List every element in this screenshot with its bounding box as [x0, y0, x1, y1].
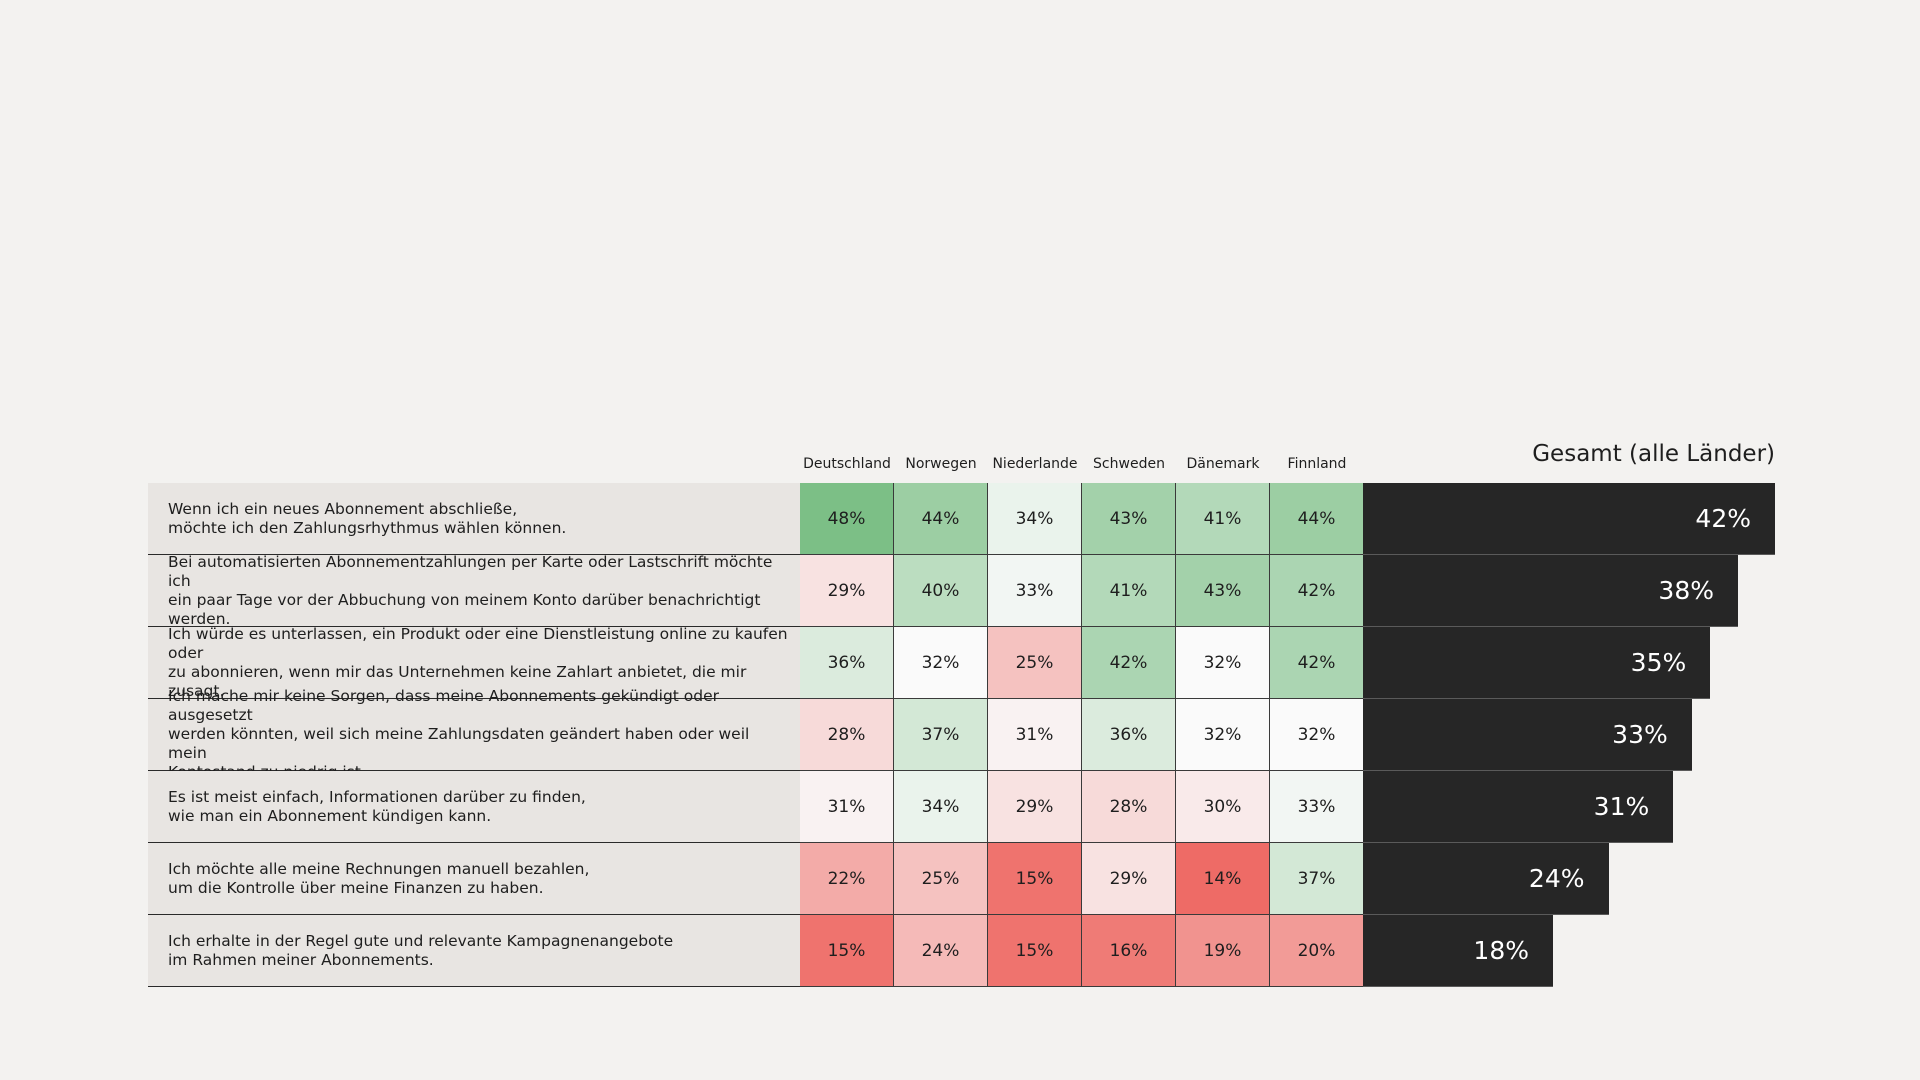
heatmap-cell: 19% [1176, 915, 1270, 987]
heatmap-cell: 44% [1270, 483, 1364, 555]
heatmap-cell: 33% [988, 555, 1082, 627]
total-bar: 42% [1363, 483, 1775, 555]
country-header: Norwegen [905, 456, 977, 472]
statement-text: Es ist meist einfach, Informationen darü… [168, 787, 586, 825]
total-value-label: 42% [1695, 504, 1751, 533]
heatmap-cell: 30% [1176, 771, 1270, 843]
heatmap-cell: 42% [1270, 627, 1364, 699]
heatmap-cell: 29% [1082, 843, 1176, 915]
heatmap-cell: 15% [800, 915, 894, 987]
total-bar: 18% [1363, 915, 1553, 987]
heatmap-cell: 22% [800, 843, 894, 915]
heatmap-cell: 37% [894, 699, 988, 771]
country-header: Schweden [1093, 456, 1165, 472]
statement-label: Bei automatisierten Abonnementzahlungen … [148, 552, 800, 628]
heatmap-cell: 20% [1270, 915, 1364, 987]
total-bar: 38% [1363, 555, 1738, 627]
statement-label: Ich möchte alle meine Rechnungen manuell… [148, 843, 800, 915]
heatmap-cell: 33% [1270, 771, 1364, 843]
heatmap-cell: 32% [1270, 699, 1364, 771]
heatmap-cell: 25% [894, 843, 988, 915]
heatmap-cell: 15% [988, 843, 1082, 915]
heatmap-cell: 24% [894, 915, 988, 987]
statement-label: Ich würde es unterlassen, ein Produkt od… [148, 624, 800, 700]
total-value-label: 18% [1473, 936, 1529, 965]
total-bar: 31% [1363, 771, 1674, 843]
statement-text: Ich erhalte in der Regel gute und releva… [168, 931, 674, 969]
heatmap-cell: 15% [988, 915, 1082, 987]
heatmap-cell: 31% [988, 699, 1082, 771]
heatmap-cell: 32% [1176, 699, 1270, 771]
heatmap-cell: 42% [1270, 555, 1364, 627]
statement-label: Wenn ich ein neues Abonnement abschließe… [148, 483, 800, 555]
total-bar: 35% [1363, 627, 1711, 699]
country-header: Deutschland [803, 456, 891, 472]
country-header: Finnland [1287, 456, 1347, 472]
total-value-label: 33% [1612, 720, 1668, 749]
heatmap-cell: 32% [1176, 627, 1270, 699]
statement-text: Ich mache mir keine Sorgen, dass meine A… [168, 687, 750, 781]
heatmap-cell: 28% [800, 699, 894, 771]
heatmap-cell: 34% [894, 771, 988, 843]
heatmap-cell: 28% [1082, 771, 1176, 843]
country-header: Niederlande [992, 456, 1078, 472]
heatmap-cell: 29% [988, 771, 1082, 843]
heatmap-cell: 48% [800, 483, 894, 555]
heatmap-cell: 36% [1082, 699, 1176, 771]
heatmap-cell: 42% [1082, 627, 1176, 699]
heatmap-cell: 43% [1176, 555, 1270, 627]
statement-label: Ich mache mir keine Sorgen, dass meine A… [148, 687, 800, 781]
statement-label: Ich erhalte in der Regel gute und releva… [148, 915, 800, 987]
total-value-label: 24% [1528, 864, 1585, 893]
heatmap-cell: 31% [800, 771, 894, 843]
statement-text: Wenn ich ein neues Abonnement abschließe… [168, 499, 567, 537]
heatmap-cell: 14% [1176, 843, 1270, 915]
heatmap-cell: 34% [988, 483, 1082, 555]
statement-text: Ich möchte alle meine Rechnungen manuell… [168, 859, 590, 897]
heatmap-cell: 29% [800, 555, 894, 627]
heatmap-cell: 41% [1176, 483, 1270, 555]
total-bar: 33% [1363, 699, 1692, 771]
heatmap-cell: 43% [1082, 483, 1176, 555]
heatmap-cell: 41% [1082, 555, 1176, 627]
heatmap-cell: 37% [1270, 843, 1364, 915]
country-header: Dänemark [1186, 456, 1260, 472]
heatmap-cell: 32% [894, 627, 988, 699]
heatmap-cell: 40% [894, 555, 988, 627]
statement-text: Ich würde es unterlassen, ein Produkt od… [168, 624, 788, 700]
heatmap-cell: 44% [894, 483, 988, 555]
statement-label: Es ist meist einfach, Informationen darü… [148, 771, 800, 843]
heatmap-cell: 25% [988, 627, 1082, 699]
total-value-label: 38% [1658, 576, 1714, 605]
total-value-label: 31% [1593, 792, 1650, 821]
heatmap-cell: 36% [800, 627, 894, 699]
total-bar: 24% [1363, 843, 1609, 915]
total-header: Gesamt (alle Länder) [1532, 441, 1775, 467]
total-value-label: 35% [1630, 648, 1687, 677]
statement-text: Bei automatisierten Abonnementzahlungen … [168, 552, 773, 628]
heatmap-cell: 16% [1082, 915, 1176, 987]
